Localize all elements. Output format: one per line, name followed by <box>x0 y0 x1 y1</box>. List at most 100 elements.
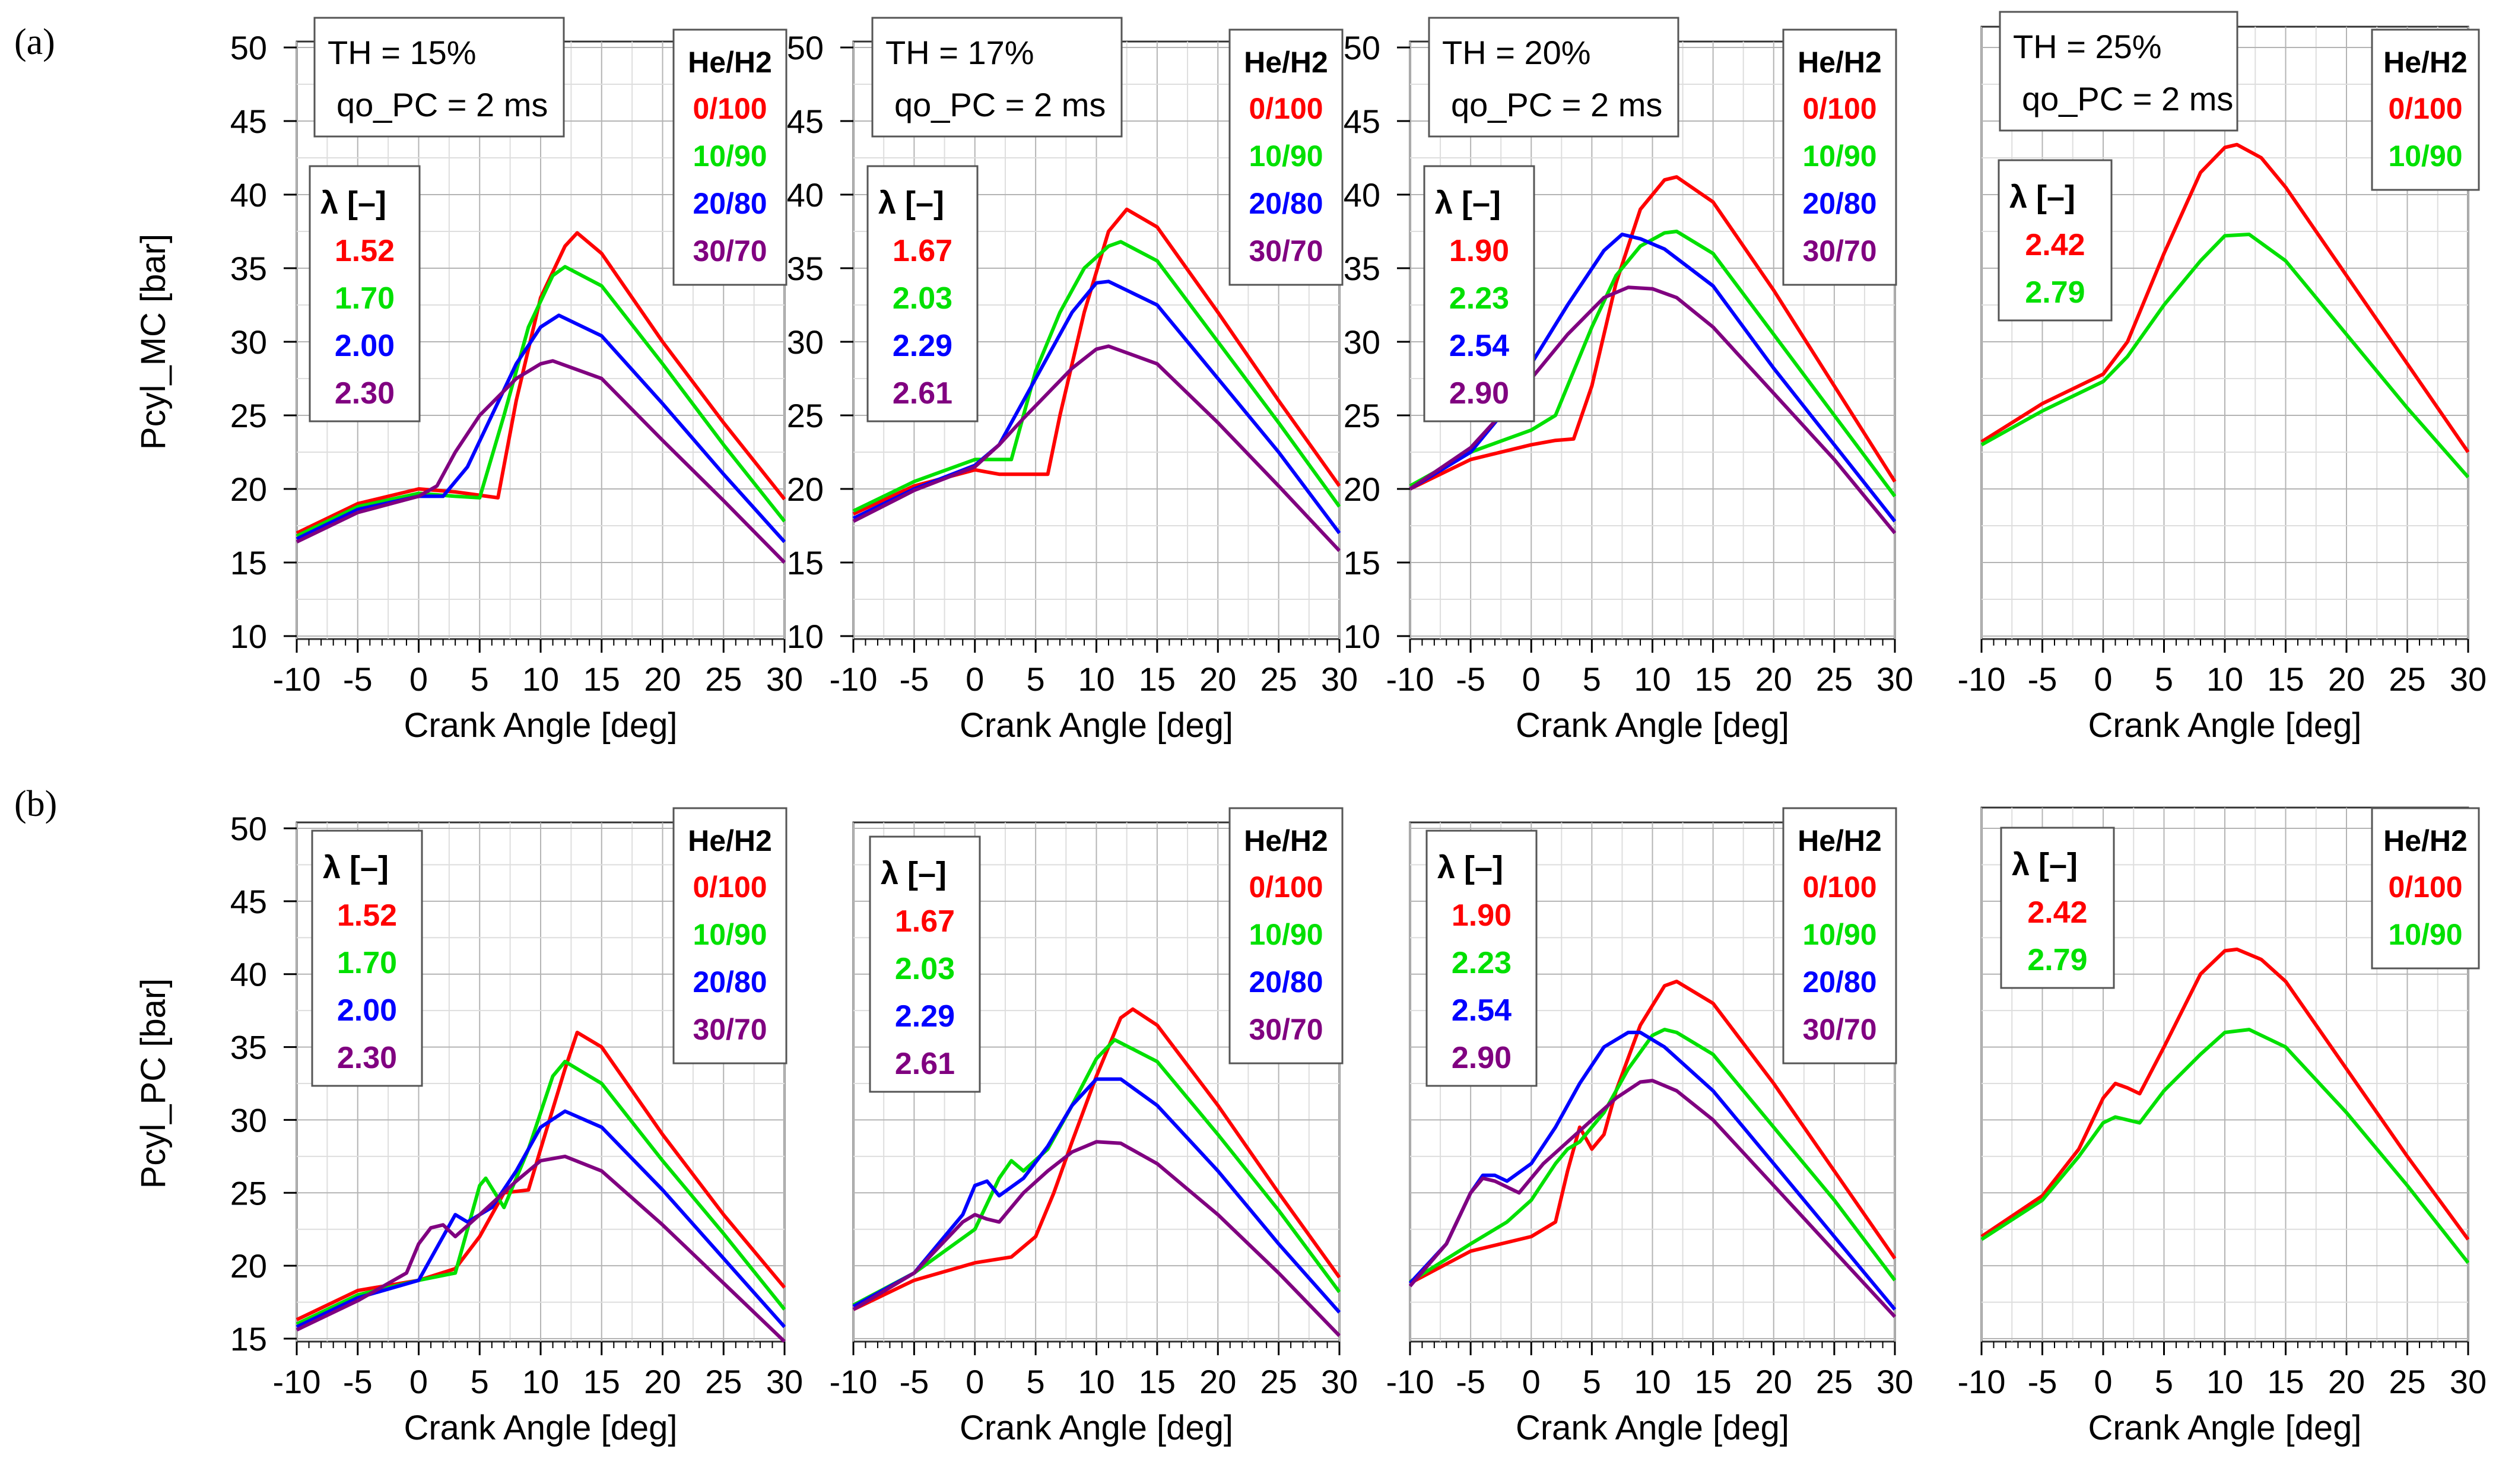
subplot-a-1: -10 -5 0 5 10 15 20 25 30 10 15 20 25 30 35 40 45 50 Crank… <box>230 17 803 745</box>
x-tick-label: 30 <box>766 1363 803 1400</box>
lambda-value: 2.42 <box>2025 228 2085 262</box>
subplot-a-3: -10 -5 0 5 10 15 20 25 30 10 15 20 25 30 35 40 45 50 Crank… <box>1344 17 1913 745</box>
x-tick-label: 30 <box>1876 1363 1913 1400</box>
y-tick-label: 25 <box>230 1174 267 1212</box>
row-label-b: (b) <box>14 784 58 824</box>
lambda-legend-box <box>869 835 981 1093</box>
series-line-10-90 <box>1409 230 1897 498</box>
x-tick-label: 25 <box>705 660 742 698</box>
series-line-10-90 <box>1980 1028 2470 1264</box>
lambda-legend-title: λ [–] <box>2012 847 2078 882</box>
lambda-legend-title: λ [–] <box>881 856 947 891</box>
y-tick-label: 20 <box>230 471 267 508</box>
y-tick-label: 10 <box>787 618 824 655</box>
lambda-value: 2.54 <box>1449 329 1509 363</box>
lambda-value: 2.90 <box>1449 376 1509 411</box>
y-tick-label: 45 <box>230 883 267 920</box>
lambda-value: 2.42 <box>2027 895 2087 930</box>
x-tick-label: 20 <box>1199 1363 1236 1400</box>
ratio-legend-item: 10/90 <box>1802 139 1876 173</box>
series-line-10-90 <box>852 240 1341 513</box>
ratio-legend-title: He/H2 <box>1244 46 1328 79</box>
annotation-box <box>1999 11 2238 132</box>
x-tick-label: -5 <box>2028 660 2057 698</box>
y-tick-label: 45 <box>230 103 267 140</box>
ratio-legend-item: 0/100 <box>1249 870 1323 904</box>
lambda-value: 2.00 <box>337 993 397 1028</box>
y-tick-label: 40 <box>230 956 267 993</box>
lambda-value: 1.90 <box>1449 234 1509 268</box>
x-tick-label: -5 <box>343 660 373 698</box>
x-tick-label: 20 <box>644 660 681 698</box>
lambda-legend-box <box>1998 159 2113 322</box>
ratio-legend-item: 10/90 <box>1802 918 1876 951</box>
y-tick-label: 50 <box>230 810 267 847</box>
series-line-20-80 <box>296 1109 786 1329</box>
x-tick-label: 20 <box>1755 660 1792 698</box>
x-tick-label: -10 <box>273 1363 321 1400</box>
ratio-legend-item: 10/90 <box>1249 918 1323 951</box>
lambda-value: 2.30 <box>337 1041 397 1075</box>
lambda-legend-box <box>311 830 423 1087</box>
series-line-10-90 <box>296 1060 786 1326</box>
y-tick-label: 30 <box>1344 323 1380 361</box>
x-tick-label: 0 <box>966 1363 984 1400</box>
y-tick-label: 10 <box>1344 618 1380 655</box>
x-tick-label: 5 <box>471 1363 489 1400</box>
x-tick-label: 30 <box>2450 660 2487 698</box>
ratio-legend-box <box>1782 28 1897 286</box>
x-tick-label: 25 <box>1816 1363 1853 1400</box>
lambda-value: 2.90 <box>1452 1041 1512 1075</box>
annotation-box <box>313 17 565 138</box>
row-label-a: (a) <box>14 22 55 62</box>
y-tick-label: 35 <box>230 1029 267 1066</box>
ratio-legend-title: He/H2 <box>688 824 772 857</box>
x-axis-label: Crank Angle [deg] <box>2088 706 2361 745</box>
x-tick-label: 20 <box>644 1363 681 1400</box>
x-axis-label: Crank Angle [deg] <box>960 706 1233 745</box>
lambda-legend-box <box>309 165 421 422</box>
series-line-30-70 <box>1408 1079 1897 1318</box>
lambda-value: 2.30 <box>335 376 395 411</box>
ratio-legend-item: 30/70 <box>1802 1013 1876 1046</box>
series-line-30-70 <box>296 359 786 564</box>
y-tick-label: 30 <box>230 323 267 361</box>
ratio-legend-item: 0/100 <box>1249 92 1323 125</box>
series-line-10-90 <box>1980 233 2470 479</box>
series-line-30-70 <box>296 1154 786 1343</box>
x-tick-label: -5 <box>343 1363 373 1400</box>
ratio-legend-item: 30/70 <box>693 234 767 268</box>
ratio-legend-box <box>1228 28 1344 286</box>
y-tick-label: 30 <box>230 1101 267 1139</box>
x-tick-label: 25 <box>2389 660 2425 698</box>
x-tick-label: -10 <box>273 660 321 698</box>
lambda-value: 2.29 <box>895 999 955 1034</box>
lambda-legend-box <box>2000 827 2115 989</box>
x-tick-label: 0 <box>2094 1363 2112 1400</box>
x-tick-label: 15 <box>583 660 620 698</box>
ratio-legend-item: 10/90 <box>1249 139 1323 173</box>
x-tick-label: -10 <box>830 660 878 698</box>
y-tick-label: 50 <box>1344 29 1380 66</box>
lambda-value: 1.52 <box>337 898 397 933</box>
lambda-legend-title: λ [–] <box>1437 850 1503 885</box>
y-tick-label: 15 <box>230 1320 267 1358</box>
subplot-b-4: -10 -5 0 5 10 15 20 25 30 Crank Angle [deg] λ [–] 2… <box>1958 806 2487 1447</box>
y-tick-label: 50 <box>230 29 267 66</box>
ratio-legend-title: He/H2 <box>1244 824 1328 857</box>
lambda-legend-title: λ [–] <box>878 185 944 221</box>
x-tick-label: -5 <box>1456 660 1485 698</box>
x-tick-label: 25 <box>705 1363 742 1400</box>
lambda-value: 2.03 <box>895 952 955 986</box>
y-tick-label: 45 <box>787 103 824 140</box>
ratio-legend-item: 30/70 <box>693 1013 767 1046</box>
ratio-legend-item: 20/80 <box>1802 187 1876 220</box>
ratio-legend-item: 20/80 <box>693 965 767 999</box>
x-tick-label: 5 <box>1027 1363 1045 1400</box>
x-tick-label: 15 <box>2267 660 2304 698</box>
y-tick-label: 35 <box>787 250 824 287</box>
x-axis-label: Crank Angle [deg] <box>1516 1409 1789 1447</box>
ratio-legend-box <box>2371 28 2480 191</box>
lambda-value: 1.52 <box>335 234 395 268</box>
